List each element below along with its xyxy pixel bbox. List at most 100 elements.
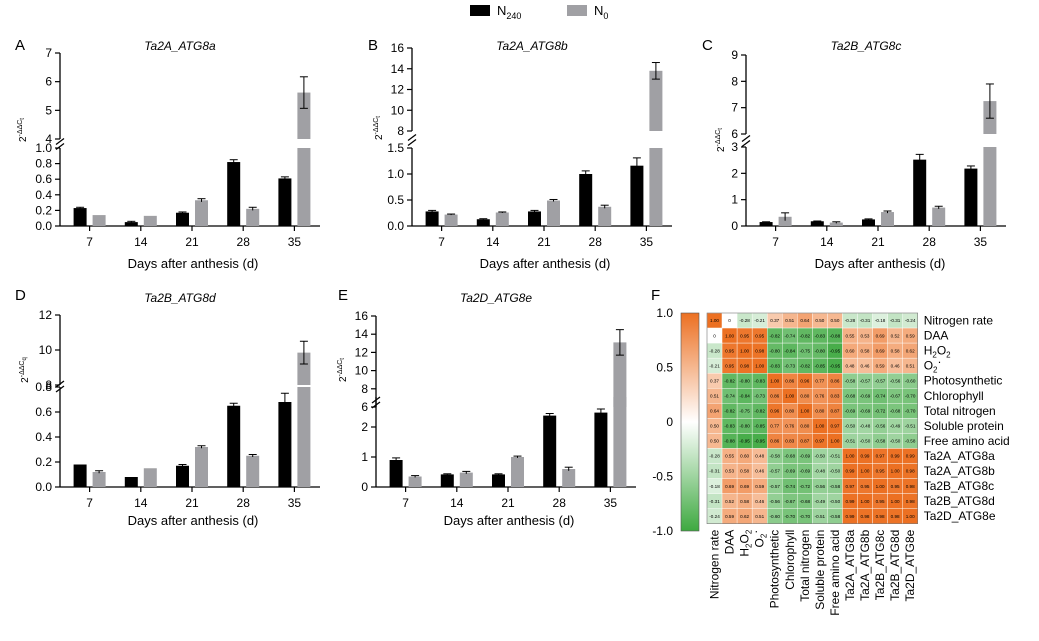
heatmap-cell-value: 0.86 — [770, 393, 779, 398]
x-tick-label: 35 — [288, 496, 302, 510]
heatmap-cell-value: 0.50 — [710, 424, 719, 429]
heatmap-cell-value: 0.83 — [785, 439, 794, 444]
heatmap-cell-value: 0.80 — [785, 409, 794, 414]
heatmap-cell-value: -0.49 — [890, 424, 901, 429]
chart-title: Ta2B_ATG8c — [831, 39, 902, 53]
panel-letter: A — [15, 37, 25, 54]
heatmap-cell-value: 1.00 — [861, 469, 870, 474]
heatmap-col-label: Nitrogen rate — [708, 529, 722, 599]
sub: 2 — [932, 351, 937, 360]
heatmap-cell-value: 0.86 — [785, 378, 794, 383]
heatmap-cell-value: 0.50 — [815, 318, 824, 323]
heatmap-cell-value: -0.21 — [754, 318, 765, 323]
x-tick-label: 28 — [923, 235, 937, 249]
heatmap-cell-value: -0.95 — [830, 363, 841, 368]
heatmap-col-label: Total nitrogen — [798, 530, 812, 602]
heatmap-cell-value: 0.97 — [830, 424, 839, 429]
bar-n0-21 — [195, 200, 208, 226]
axis-break-mark — [55, 137, 65, 146]
colorbar — [680, 312, 700, 532]
y-axis-label-sup: -ΔΔC — [373, 118, 380, 135]
heatmap-cell-value: 1.00 — [815, 424, 824, 429]
bar-n0-28 — [562, 469, 576, 487]
y-axis-label-sub: t — [20, 118, 26, 120]
heatmap-cell-value: 0.59 — [725, 514, 734, 519]
heatmap-cell-value: 0.69 — [876, 348, 885, 353]
bar-n0-21 — [195, 447, 208, 487]
axis-break-mark — [407, 133, 417, 142]
heatmap-cell-value: 1.00 — [845, 454, 854, 459]
bar-n240-7 — [759, 222, 773, 226]
bar-n0-28 — [598, 206, 612, 226]
bar-n240-35 — [964, 168, 978, 226]
y-tick-label: 0.8 — [35, 380, 52, 394]
heatmap-cell-value: -0.74 — [785, 484, 796, 489]
axis-break-mark — [741, 139, 751, 148]
colorbar-tick-label: -1.0 — [652, 524, 673, 538]
y-tick-label: 10 — [39, 343, 53, 357]
heatmap-cell-value: 0.58 — [891, 348, 900, 353]
heatmap-row-label: Ta2B_ATG8c — [924, 479, 994, 493]
panel-letter: F — [651, 287, 660, 304]
heatmap-cell-value: -0.68 — [800, 499, 811, 504]
heatmap-cell-value: 0.95 — [891, 484, 900, 489]
bar-n240-21 — [176, 212, 189, 226]
colorbar-tick-label: 0.5 — [656, 361, 673, 375]
axis-break-mark — [55, 380, 65, 388]
legend: N240 N0 — [470, 3, 608, 21]
heatmap-cell-value: -0.28 — [739, 318, 750, 323]
y-tick-label: 0.2 — [35, 203, 52, 217]
part: O — [738, 534, 752, 543]
x-tick-label: 14 — [486, 235, 500, 249]
heatmap-cell-value: 1.00 — [830, 439, 839, 444]
y-tick-label: 0 — [731, 219, 738, 233]
heatmap-cell-value: 0.95 — [861, 484, 870, 489]
heatmap-cell-value: -0.58 — [875, 439, 886, 444]
bar-n0-28 — [246, 455, 260, 487]
heatmap-col-label: DAA — [723, 530, 737, 555]
heatmap-col-label: Ta2B_ATG8d — [888, 530, 902, 601]
heatmap-cell-value: 0.69 — [725, 484, 734, 489]
heatmap-cell-value: -0.69 — [785, 469, 796, 474]
panel-letter: C — [702, 37, 713, 54]
heatmap-cell-value: 0.98 — [740, 363, 749, 368]
y-axis-label-sub: q — [22, 357, 28, 360]
y-tick-label: 0.0 — [35, 480, 52, 494]
heatmap-cell-value: 0.98 — [755, 348, 764, 353]
heatmap-cell-value: -0.67 — [890, 393, 901, 398]
y-tick-label: 12 — [355, 345, 369, 359]
heatmap-cell-value: -0.31 — [709, 499, 720, 504]
heatmap-cell-value: -0.74 — [785, 333, 796, 338]
y-tick-label: 0.0 — [35, 219, 52, 233]
heatmap-cell-value: 0.77 — [770, 424, 779, 429]
heatmap-cell-value: -0.48 — [815, 469, 826, 474]
bar-n0-35-lower — [297, 148, 311, 226]
x-tick-label: 21 — [871, 235, 885, 249]
heatmap-cell-value: 0.87 — [830, 409, 839, 414]
bar-n240-7 — [73, 464, 87, 487]
bar-n0-28 — [246, 208, 260, 226]
heatmap-cell-value: -0.50 — [845, 424, 856, 429]
bar-n0-14 — [495, 212, 509, 226]
y-tick-label: 9 — [731, 48, 738, 62]
bar-n240-35 — [630, 165, 644, 226]
y-tick-label: 0.4 — [35, 188, 52, 202]
heatmap-cell-value: 0.48 — [845, 363, 854, 368]
bar-n0-35-upper — [649, 70, 663, 131]
heatmap-cell-value: 0.60 — [740, 454, 749, 459]
y-tick-label: 8 — [731, 74, 738, 88]
heatmap-cell-value: 0.51 — [755, 514, 764, 519]
heatmap-cell-value: -0.50 — [815, 454, 826, 459]
y-axis-label: 2-ΔΔCt — [337, 358, 349, 382]
heatmap-cell-value: -0.28 — [845, 318, 856, 323]
x-tick-label: 7 — [86, 235, 93, 249]
heatmap-cell-value: -0.70 — [905, 393, 916, 398]
y-tick-label: 6 — [45, 75, 52, 89]
bar-n240-21 — [862, 219, 875, 226]
y-tick-label: 1.0 — [387, 167, 404, 181]
heatmap-cell-value: -0.58 — [830, 514, 841, 519]
y-tick-label: 14 — [355, 327, 369, 341]
heatmap-cell-value: 0.60 — [845, 348, 854, 353]
x-tick-label: 7 — [772, 235, 779, 249]
heatmap-row-label: Ta2B_ATG8d — [924, 494, 995, 508]
